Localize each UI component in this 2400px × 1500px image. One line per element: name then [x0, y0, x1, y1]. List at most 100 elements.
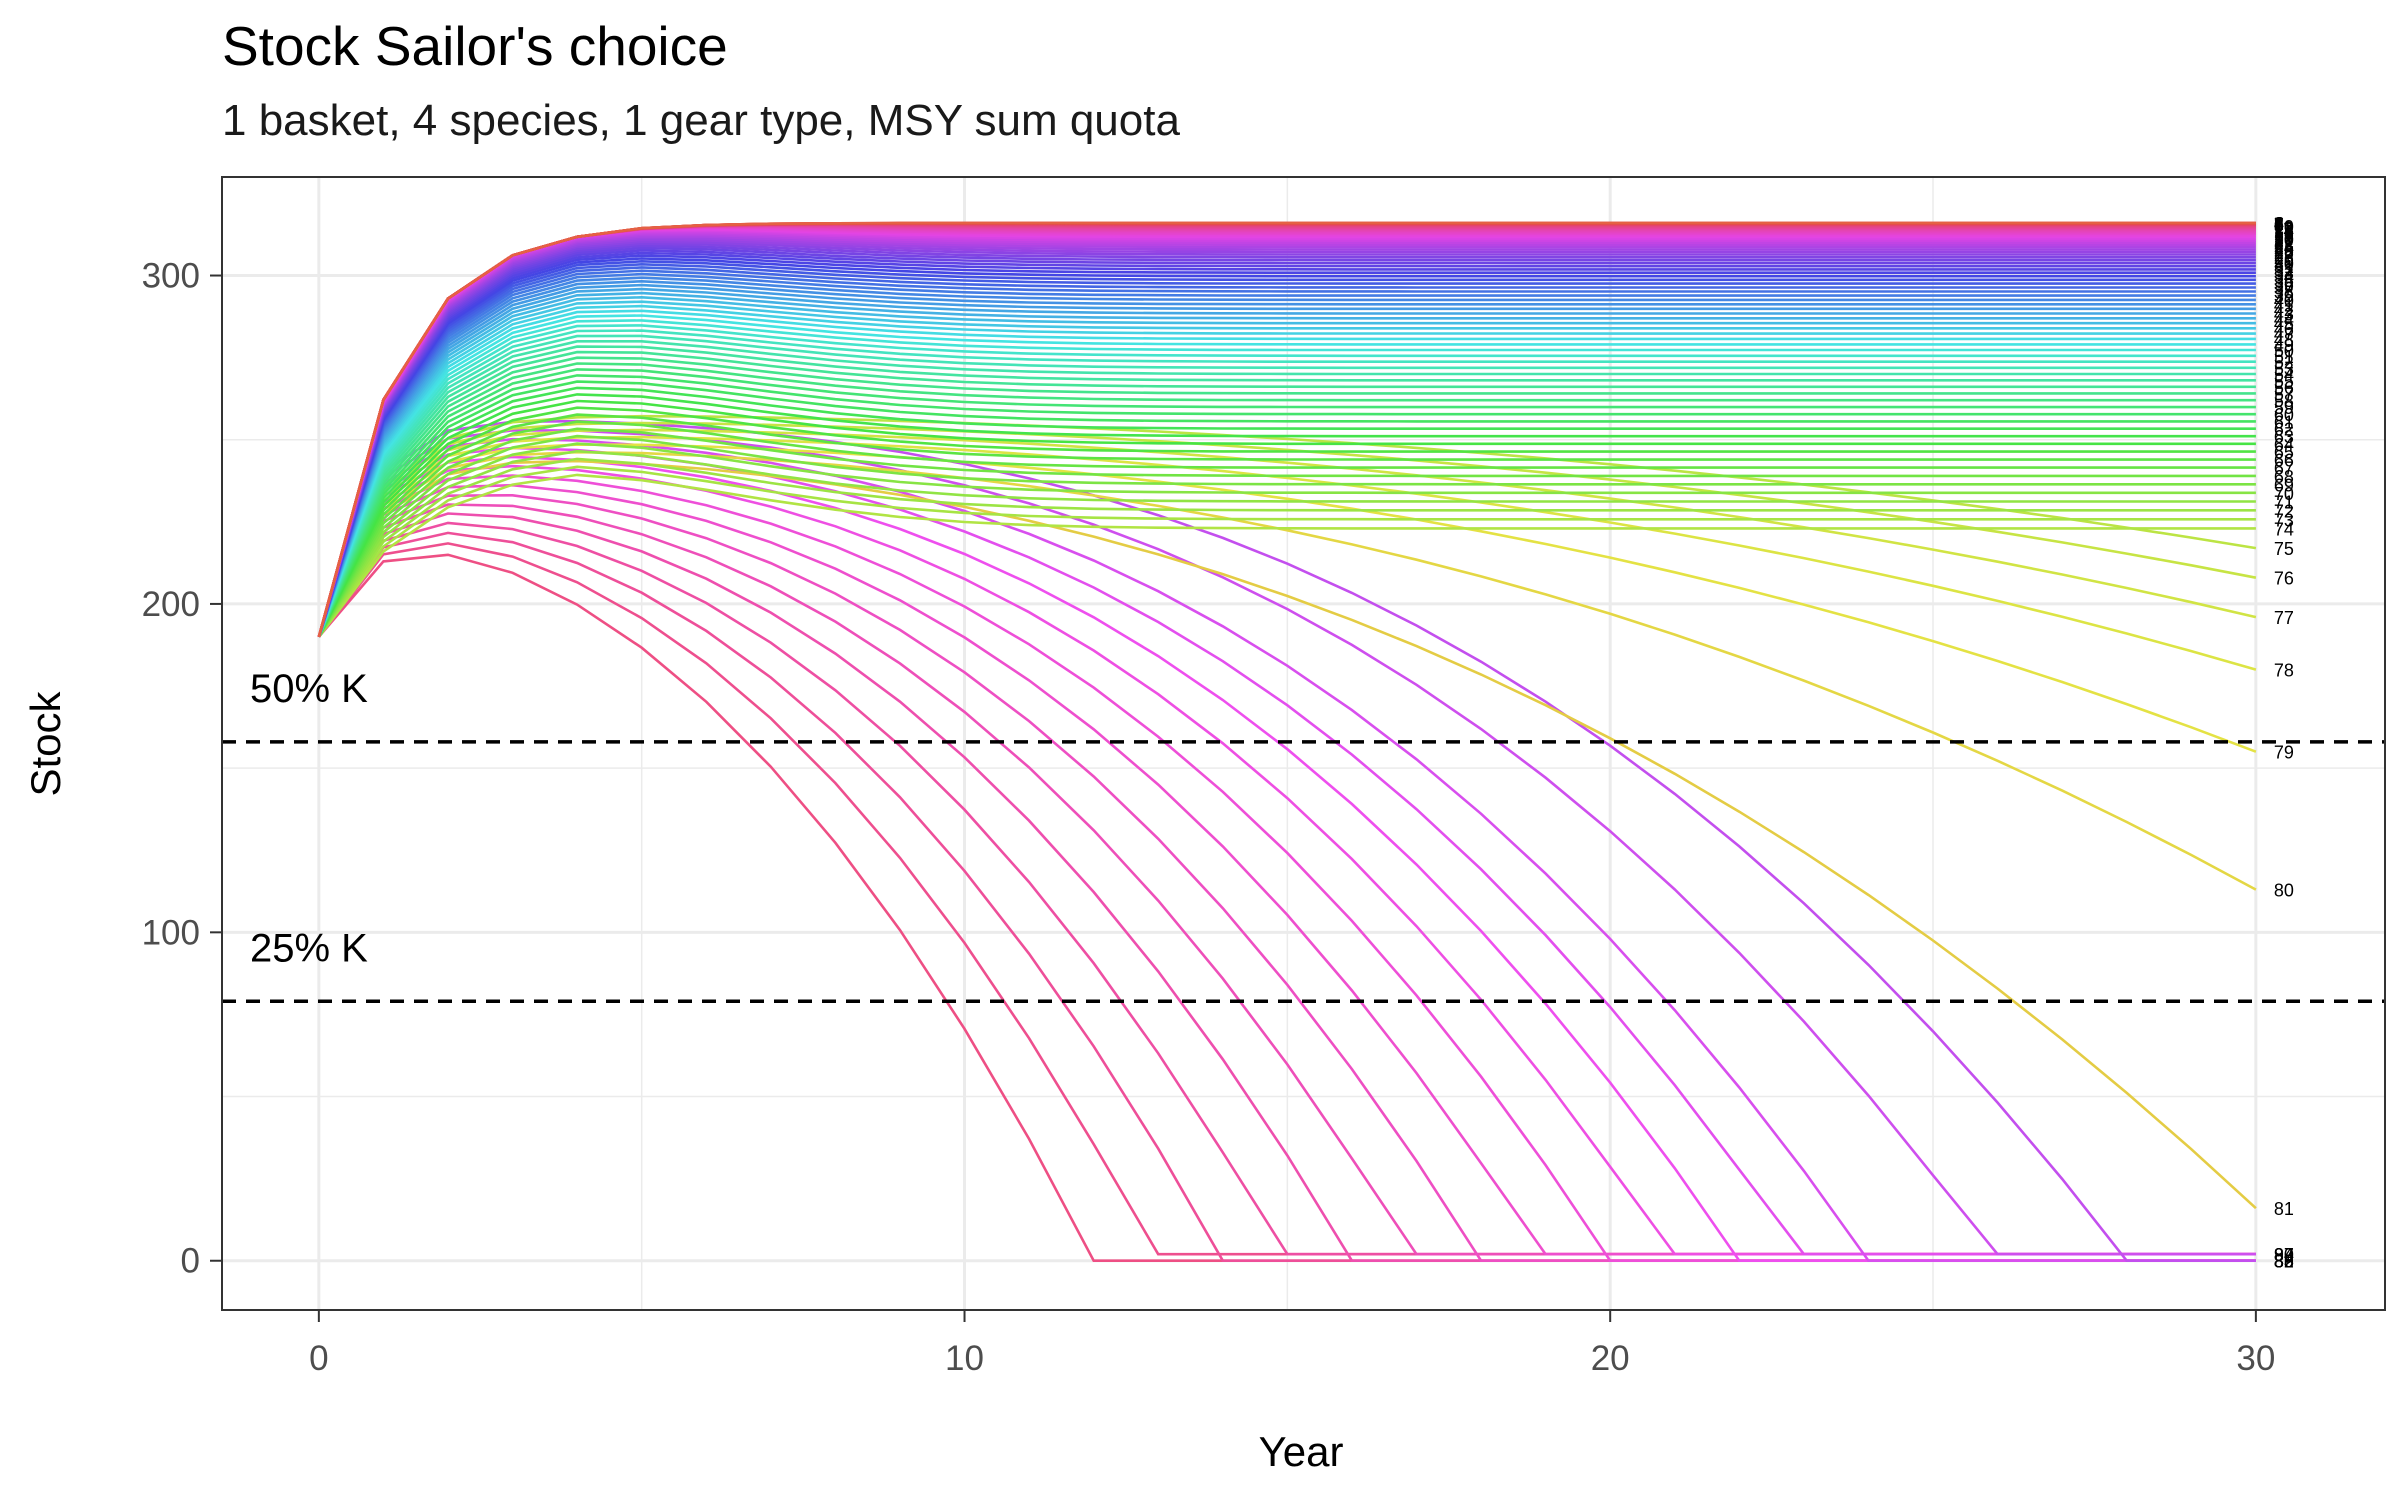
x-tick-label: 20	[1591, 1339, 1630, 1378]
series-line-64	[317, 399, 2256, 638]
series-end-label: 27	[2274, 245, 2294, 265]
series-end-label: 38	[2274, 282, 2294, 302]
series-end-label: 48	[2274, 330, 2294, 350]
y-tick-label: 0	[181, 1242, 200, 1281]
series-end-label: 57	[2274, 384, 2294, 404]
series-end-label: 84	[2274, 1245, 2294, 1265]
series-end-label: 39	[2274, 287, 2294, 307]
series-line-48	[317, 309, 2256, 638]
series-end-label: 49	[2274, 335, 2294, 355]
reference-label: 25% K	[250, 926, 368, 970]
series-end-label: 5	[2274, 214, 2284, 234]
y-tick-label: 100	[142, 913, 200, 952]
reference-lines: 50% K 25% K	[222, 667, 2385, 1004]
series-line-66	[317, 413, 2256, 638]
series-end-label: 64	[2274, 435, 2294, 455]
series-end-label: 61	[2274, 412, 2294, 432]
series-end-label: 88	[2274, 1252, 2294, 1272]
series-end-label: 32	[2274, 260, 2294, 280]
series-end-label: 20	[2274, 230, 2294, 250]
series-end-label: 46	[2274, 319, 2294, 339]
series-end-label: 63	[2274, 427, 2294, 447]
x-axis-title: Year	[1259, 1428, 1344, 1475]
series-end-label: 17	[2274, 225, 2294, 245]
series-end-label: 89	[2274, 1252, 2294, 1272]
series-end-label: 3	[2274, 214, 2284, 234]
series-end-label: 45	[2274, 314, 2294, 334]
series-end-label: 21	[2274, 232, 2294, 252]
series-line-33	[317, 254, 2256, 638]
series-end-label: 78	[2274, 661, 2294, 681]
series-end-label: 16	[2274, 223, 2294, 243]
series-line-40	[317, 276, 2256, 638]
y-tick-label: 300	[142, 257, 200, 296]
x-tick-label: 10	[945, 1339, 984, 1378]
series-end-label: 66	[2274, 451, 2294, 471]
reference-label: 50% K	[250, 667, 368, 711]
series-end-label: 2	[2274, 214, 2284, 234]
series-line-38	[317, 269, 2256, 638]
series-line-54	[317, 340, 2256, 638]
series-line-45	[317, 295, 2256, 638]
series-end-label: 12	[2274, 219, 2294, 239]
series-end-label: 26	[2274, 243, 2294, 263]
series-end-label: 53	[2274, 359, 2294, 379]
series-line-23	[317, 233, 2256, 638]
series-end-label: 79	[2274, 743, 2294, 763]
series-end-label: 9	[2274, 216, 2284, 236]
series-line-51	[317, 324, 2256, 638]
series-line-47	[317, 304, 2256, 638]
series-end-label: 54	[2274, 365, 2294, 385]
series-line-80	[317, 450, 2257, 891]
chart-subtitle: 1 basket, 4 species, 1 gear type, MSY su…	[222, 96, 1180, 145]
series-end-label: 60	[2274, 405, 2294, 425]
series-end-label: 7	[2274, 215, 2284, 235]
series-line-70	[317, 442, 2256, 638]
series-end-label: 85	[2274, 1252, 2294, 1272]
series-end-label: 43	[2274, 304, 2294, 324]
series-line-43	[317, 287, 2256, 638]
series-end-label: 18	[2274, 226, 2294, 246]
series-end-label: 69	[2274, 475, 2294, 495]
series-line-76	[317, 421, 2257, 638]
x-tick-label: 0	[309, 1339, 328, 1378]
series-end-label: 6	[2274, 215, 2284, 235]
series-end-label: 75	[2274, 539, 2294, 559]
panel-border	[221, 176, 2386, 1311]
series-line-68	[317, 427, 2256, 638]
series-line-73	[317, 465, 2256, 638]
series-line-41	[317, 279, 2256, 638]
series-end-label: 74	[2274, 519, 2294, 539]
series-end-label: 4	[2274, 214, 2284, 234]
series-line-55	[317, 345, 2256, 638]
y-axis-title: Stock	[22, 690, 69, 796]
series-line-79	[317, 443, 2257, 753]
series-end-label: 1	[2274, 214, 2284, 234]
series-end-label: 77	[2274, 608, 2294, 628]
series-line-collapse-26	[317, 428, 2256, 1256]
series-end-label: 11	[2274, 218, 2293, 238]
series-lines	[317, 221, 2257, 1262]
series-end-label: 83	[2274, 1252, 2294, 1272]
x-tick-label: 30	[2236, 1339, 2275, 1378]
series-end-label: 44	[2274, 309, 2294, 329]
series-end-label: 23	[2274, 236, 2294, 256]
series-end-label: 71	[2274, 492, 2294, 512]
series-end-label: 51	[2274, 347, 2294, 367]
series-line-25	[317, 236, 2256, 638]
series-end-label: 67	[2274, 459, 2294, 479]
series-line-34	[317, 257, 2256, 638]
series-end-label: 76	[2274, 569, 2294, 589]
series-end-label: 31	[2274, 257, 2294, 277]
series-end-label: 58	[2274, 391, 2294, 411]
series-end-label: 70	[2274, 484, 2294, 504]
series-line-52	[317, 329, 2256, 638]
series-end-label: 34	[2274, 267, 2294, 287]
series-line-50	[317, 319, 2256, 638]
series-end-label: 52	[2274, 353, 2294, 373]
series-line-72	[317, 457, 2256, 638]
series-end-label: 33	[2274, 264, 2294, 284]
series-end-label: 22	[2274, 234, 2294, 254]
series-end-label: 72	[2274, 501, 2294, 521]
series-end-label: 24	[2274, 238, 2294, 258]
